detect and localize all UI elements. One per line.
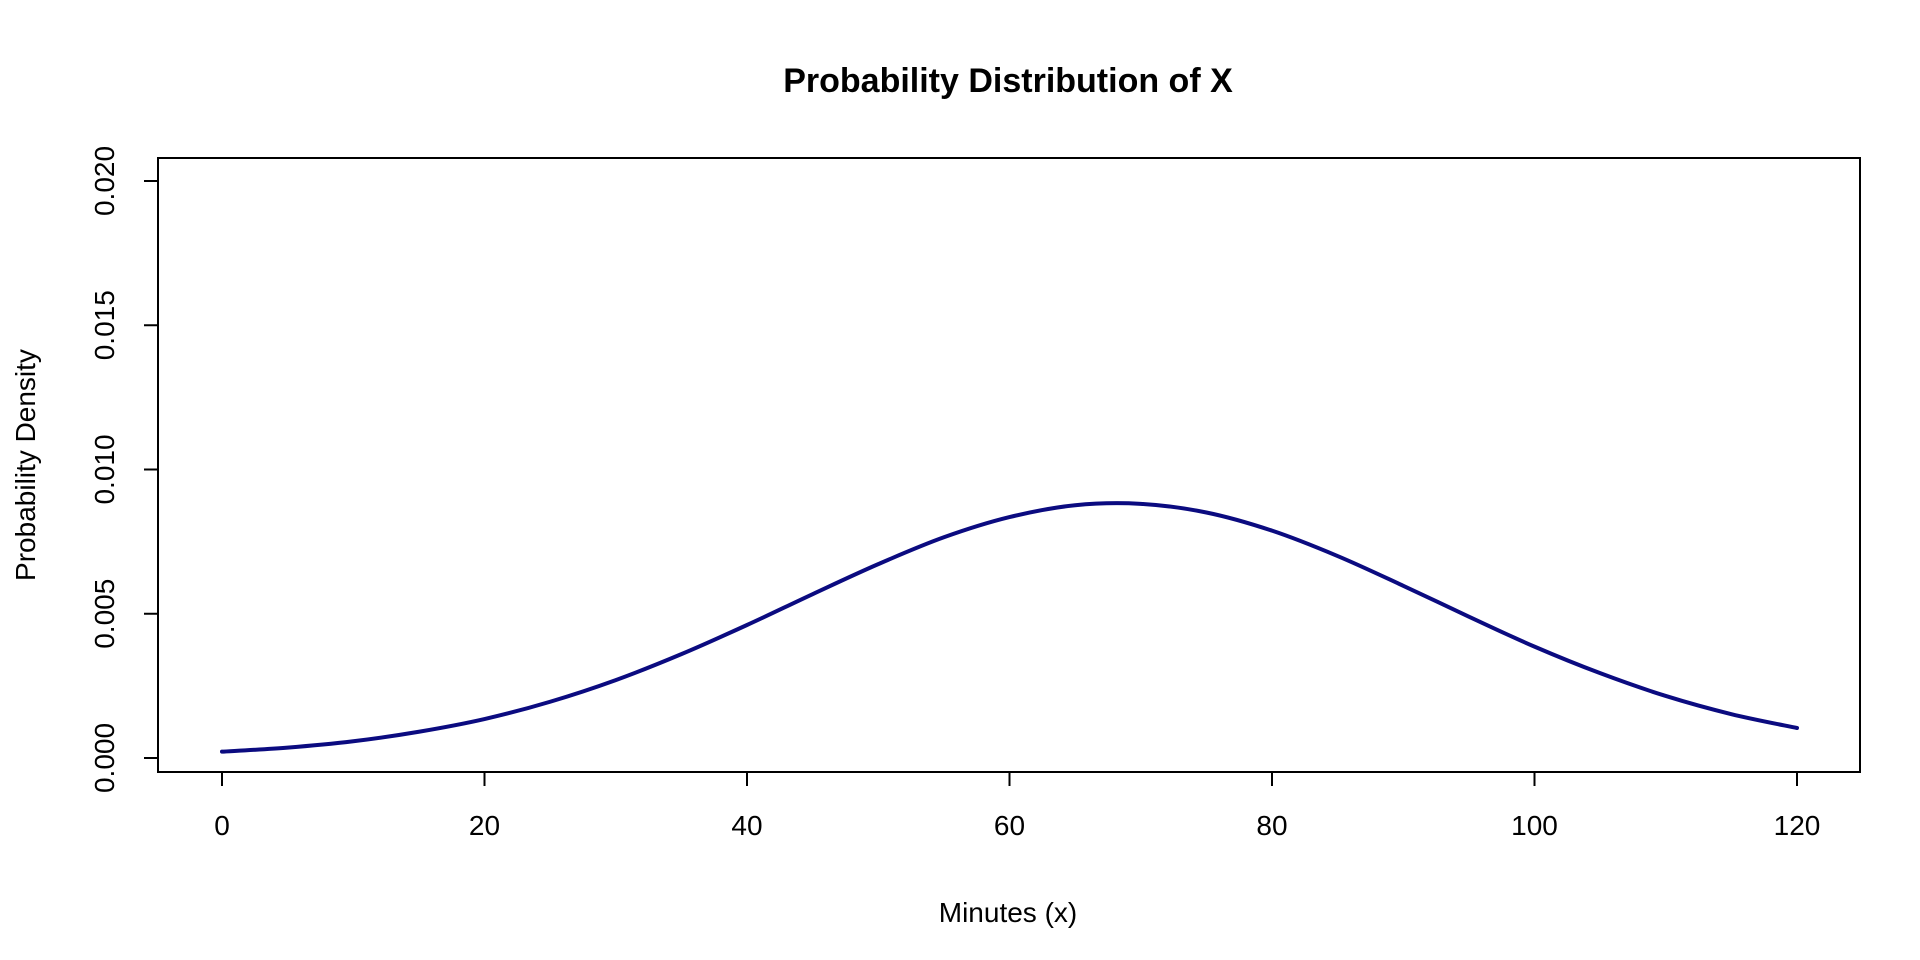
chart-title: Probability Distribution of X <box>783 62 1233 100</box>
y-tick-label: 0.015 <box>89 290 120 360</box>
x-tick-label: 120 <box>1774 810 1821 841</box>
y-tick-label: 0.010 <box>89 434 120 504</box>
series-layer <box>220 501 1799 754</box>
x-tick-label: 0 <box>214 810 230 841</box>
y-axis-label: Probability Density <box>10 349 41 581</box>
x-tick-label: 100 <box>1511 810 1558 841</box>
y-tick-label: 0.020 <box>89 146 120 216</box>
x-axis: 0 20 40 60 80 100 120 <box>214 771 1821 841</box>
y-tick-label: 0.005 <box>89 579 120 649</box>
x-tick-label: 40 <box>731 810 762 841</box>
plot-frame <box>157 157 1861 773</box>
y-tick-label: 0.000 <box>89 723 120 793</box>
y-axis: 0.000 0.005 0.010 0.015 0.020 <box>89 146 159 793</box>
x-tick-label: 20 <box>469 810 500 841</box>
series-line <box>220 501 1799 754</box>
x-axis-label: Minutes (x) <box>939 897 1077 928</box>
x-tick-label: 80 <box>1256 810 1287 841</box>
x-tick-label: 60 <box>994 810 1025 841</box>
